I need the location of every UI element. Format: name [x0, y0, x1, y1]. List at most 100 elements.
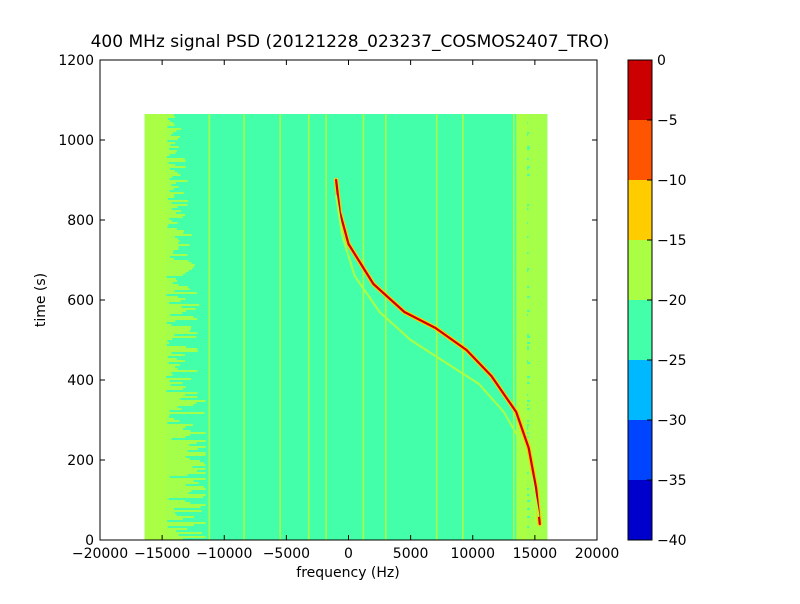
noisy-edge-streak — [517, 418, 548, 420]
noisy-edge-streak — [530, 400, 548, 402]
colorbar-tick-label: −30 — [657, 413, 687, 429]
noisy-edge-streak — [530, 336, 548, 338]
noisy-edge-streak — [528, 420, 548, 422]
noisy-edge-streak — [144, 404, 194, 406]
noisy-edge-streak — [529, 382, 548, 384]
noisy-edge-streak — [144, 330, 190, 332]
noisy-edge-streak — [519, 524, 548, 526]
noisy-edge-streak — [529, 526, 548, 528]
colorbar-band — [628, 180, 652, 240]
noisy-edge-streak — [520, 170, 548, 172]
noisy-edge-streak — [144, 254, 188, 256]
y-tick-label: 800 — [67, 213, 94, 229]
noisy-edge-streak — [527, 122, 548, 124]
noisy-edge-streak — [527, 534, 548, 536]
doppler-trace-secondary — [335, 195, 540, 517]
noisy-edge-streak — [527, 134, 548, 136]
y-tick-label: 600 — [67, 293, 94, 309]
noisy-edge-streak — [526, 458, 548, 460]
noisy-edge-streak — [519, 518, 548, 520]
noisy-edge-streak — [525, 386, 548, 388]
noisy-edge-streak — [144, 442, 197, 444]
noisy-edge-streak — [144, 444, 190, 446]
noisy-edge-streak — [519, 184, 548, 186]
noisy-edge-streak — [520, 504, 548, 506]
noisy-edge-streak — [525, 300, 548, 302]
noisy-edge-streak — [516, 194, 548, 196]
noisy-edge-streak — [527, 206, 548, 208]
noisy-edge-streak — [525, 246, 548, 248]
colorbar-tick-label: −35 — [657, 473, 687, 489]
noisy-edge-streak — [529, 204, 548, 206]
noisy-edge-streak — [518, 120, 548, 122]
colorbar-band — [628, 360, 652, 420]
noisy-edge-streak — [516, 390, 548, 392]
noisy-edge-streak — [528, 270, 548, 272]
noisy-edge-streak — [144, 532, 202, 534]
x-tick-label: 5000 — [393, 546, 429, 562]
noisy-edge-streak — [518, 442, 548, 444]
noisy-edge-streak — [517, 114, 548, 116]
noisy-edge-core — [144, 114, 167, 540]
noisy-edge-streak — [528, 426, 548, 428]
noisy-edge-streak — [144, 332, 198, 334]
noisy-edge-streak — [525, 318, 548, 320]
noisy-edge-streak — [144, 496, 204, 498]
noisy-edge-streak — [526, 292, 548, 294]
noisy-edge-streak — [525, 378, 548, 380]
noisy-edge-streak — [144, 392, 198, 394]
noisy-edge-streak — [529, 146, 548, 148]
noisy-edge-streak — [517, 274, 548, 276]
noisy-edge-streak — [144, 516, 195, 518]
noisy-edge-streak — [524, 538, 548, 540]
noisy-edge-streak — [520, 398, 548, 400]
noisy-edge-streak — [519, 258, 548, 260]
noisy-edge-streak — [530, 362, 548, 364]
noisy-edge-streak — [528, 472, 548, 474]
noisy-edge-streak — [529, 310, 548, 312]
y-tick-label: 1000 — [58, 133, 94, 149]
noisy-edge-streak — [144, 482, 199, 484]
noisy-edge-streak — [144, 318, 198, 320]
noisy-edge-streak — [144, 502, 191, 504]
noisy-edge-streak — [144, 522, 206, 524]
noisy-edge-streak — [525, 220, 548, 222]
noisy-edge-streak — [144, 506, 201, 508]
noisy-edge-streak — [524, 520, 548, 522]
noisy-edge-streak — [144, 440, 206, 442]
noisy-edge-streak — [144, 470, 198, 472]
noisy-edge-streak — [144, 268, 192, 270]
noisy-edge-streak — [524, 466, 548, 468]
colorbar-band — [628, 300, 652, 360]
noisy-edge-streak — [144, 454, 206, 456]
noisy-edge-streak — [520, 450, 548, 452]
noisy-edge-streak — [144, 486, 204, 488]
noisy-edge-streak — [518, 172, 548, 174]
colorbar-band — [628, 60, 652, 120]
colorbar-band — [628, 120, 652, 180]
noisy-edge-streak — [144, 462, 204, 464]
noisy-edge-streak — [525, 298, 548, 300]
noisy-edge-streak — [528, 346, 548, 348]
noisy-edge-streak — [525, 290, 548, 292]
noisy-edge-streak — [529, 376, 548, 378]
noisy-edge-streak — [144, 492, 189, 494]
noisy-edge-streak — [528, 428, 548, 430]
noisy-edge-streak — [517, 224, 548, 226]
noisy-edge-streak — [528, 404, 548, 406]
noisy-edge-streak — [525, 218, 548, 220]
colorbar-band — [628, 420, 652, 480]
plot-area — [144, 114, 548, 540]
noisy-edge-streak — [529, 408, 548, 410]
noisy-edge-streak — [524, 196, 548, 198]
psd-background — [144, 114, 548, 540]
noisy-edge-streak — [144, 262, 192, 264]
noisy-edge-streak — [144, 412, 205, 414]
y-tick-label: 400 — [67, 373, 94, 389]
noisy-edge-streak — [144, 180, 188, 182]
noisy-edge-streak — [519, 492, 548, 494]
noisy-edge-streak — [518, 282, 548, 284]
noisy-edge-streak — [525, 244, 548, 246]
noisy-edge-streak — [526, 294, 548, 296]
noisy-edge-streak — [144, 308, 196, 310]
